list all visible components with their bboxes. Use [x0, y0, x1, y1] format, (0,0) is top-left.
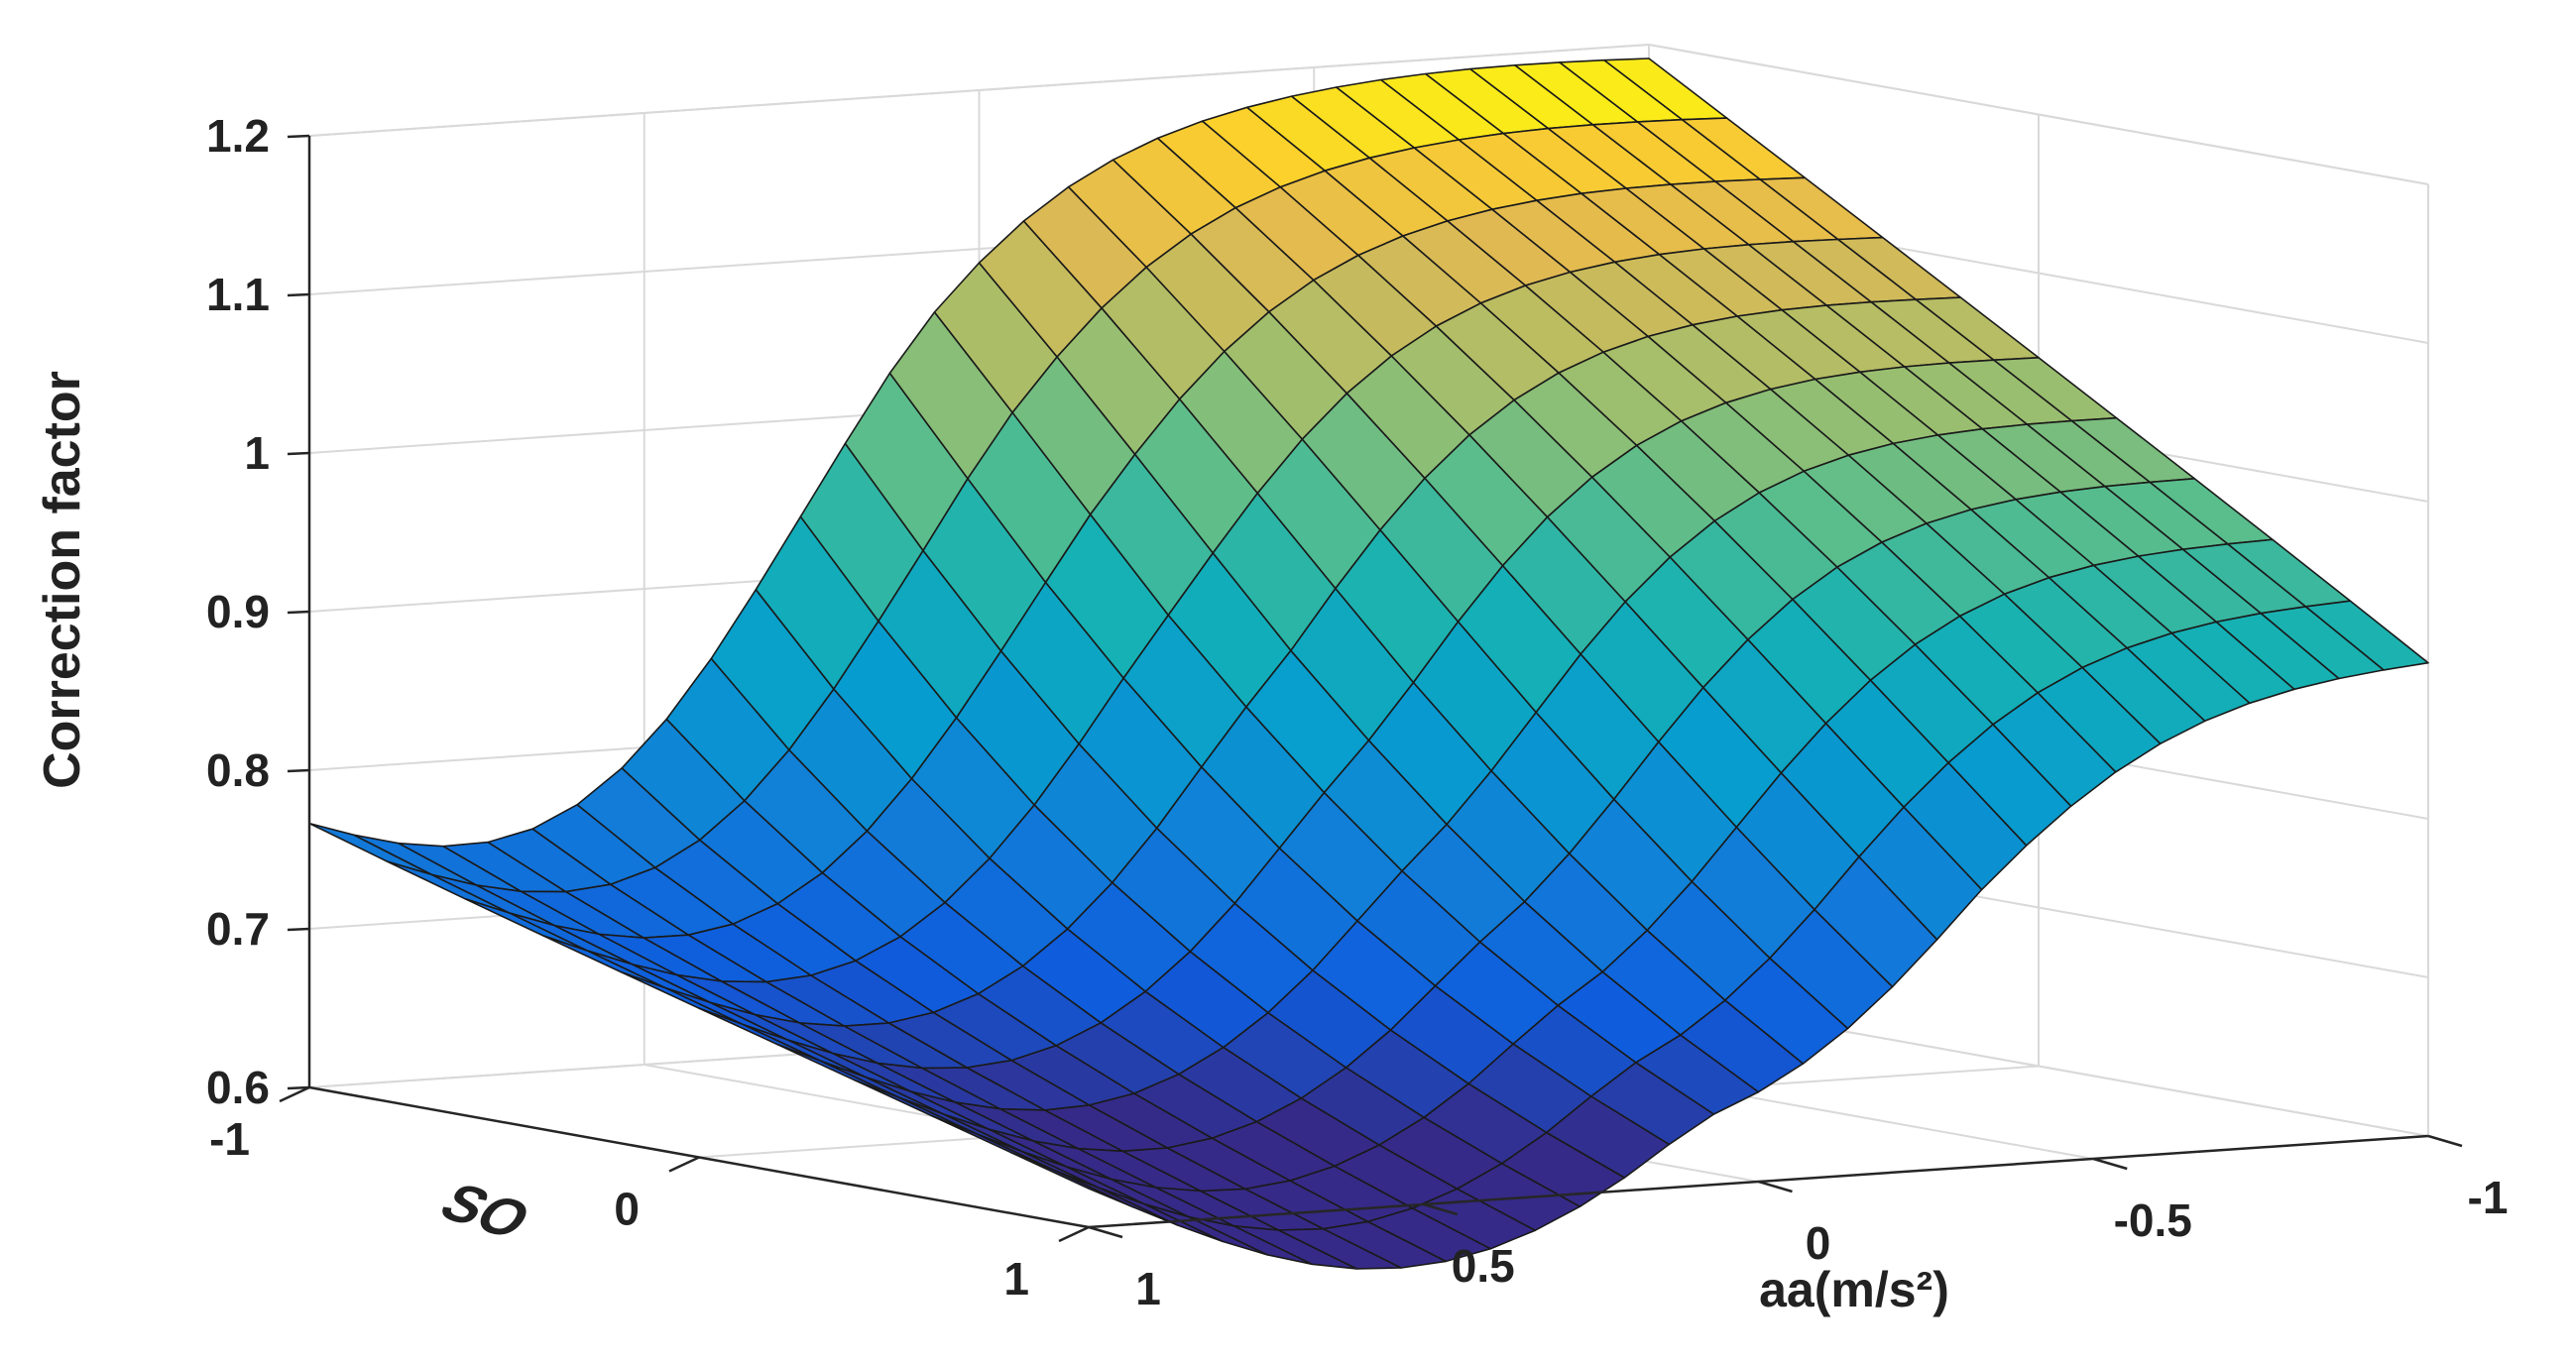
aa-tick — [2427, 1134, 2463, 1148]
z-tick — [287, 768, 310, 773]
so-tick — [279, 1085, 310, 1103]
surface-layer — [308, 57, 2429, 1270]
aa-axis-label: aa(m/s²) — [1759, 1262, 1949, 1317]
z-tick-label: 0.6 — [206, 1062, 270, 1113]
z-tick — [287, 292, 310, 297]
so-axis-label: SO — [428, 1173, 542, 1250]
aa-tick-label: 0 — [1806, 1217, 1831, 1269]
z-tick-label: 1.2 — [206, 110, 270, 162]
z-tick-label: 1 — [244, 427, 270, 479]
z-tick-label: 0.7 — [206, 903, 270, 955]
z-tick — [287, 134, 310, 139]
z-tick-label: 0.9 — [206, 586, 270, 637]
axis-layer — [279, 134, 2463, 1243]
so-tick — [668, 1156, 700, 1173]
z-tick-label: 0.8 — [206, 744, 270, 796]
so-tick — [1058, 1225, 1090, 1243]
z-tick-label: 1.1 — [206, 269, 270, 320]
aa-tick — [1423, 1202, 1459, 1216]
aa-tick — [2092, 1157, 2128, 1171]
so-tick-label: 1 — [1003, 1253, 1029, 1305]
so-tick-label: -1 — [209, 1113, 250, 1165]
so-tick-label: 0 — [614, 1184, 640, 1235]
z-gridline — [308, 43, 2429, 185]
aa-tick-label: -0.5 — [2114, 1194, 2192, 1246]
z-tick — [287, 610, 310, 615]
aa-tick — [1088, 1225, 1123, 1239]
aa-tick-label: -1 — [2468, 1172, 2509, 1223]
aa-tick — [1758, 1180, 1793, 1194]
z-tick — [287, 927, 310, 932]
label-layer: 0.6 0.7 0.8 0.9 1 1.1 1.2 1 0.5 0 -0.5 -1 -1 0 1 Correc… — [34, 110, 2508, 1317]
surface-patch — [2304, 600, 2429, 671]
aa-tick-label: 1 — [1135, 1263, 1161, 1314]
aa-tick-label: 0.5 — [1452, 1240, 1515, 1292]
z-tick — [287, 1085, 310, 1090]
z-tick — [287, 451, 310, 456]
z-axis-label: Correction factor — [34, 371, 91, 789]
